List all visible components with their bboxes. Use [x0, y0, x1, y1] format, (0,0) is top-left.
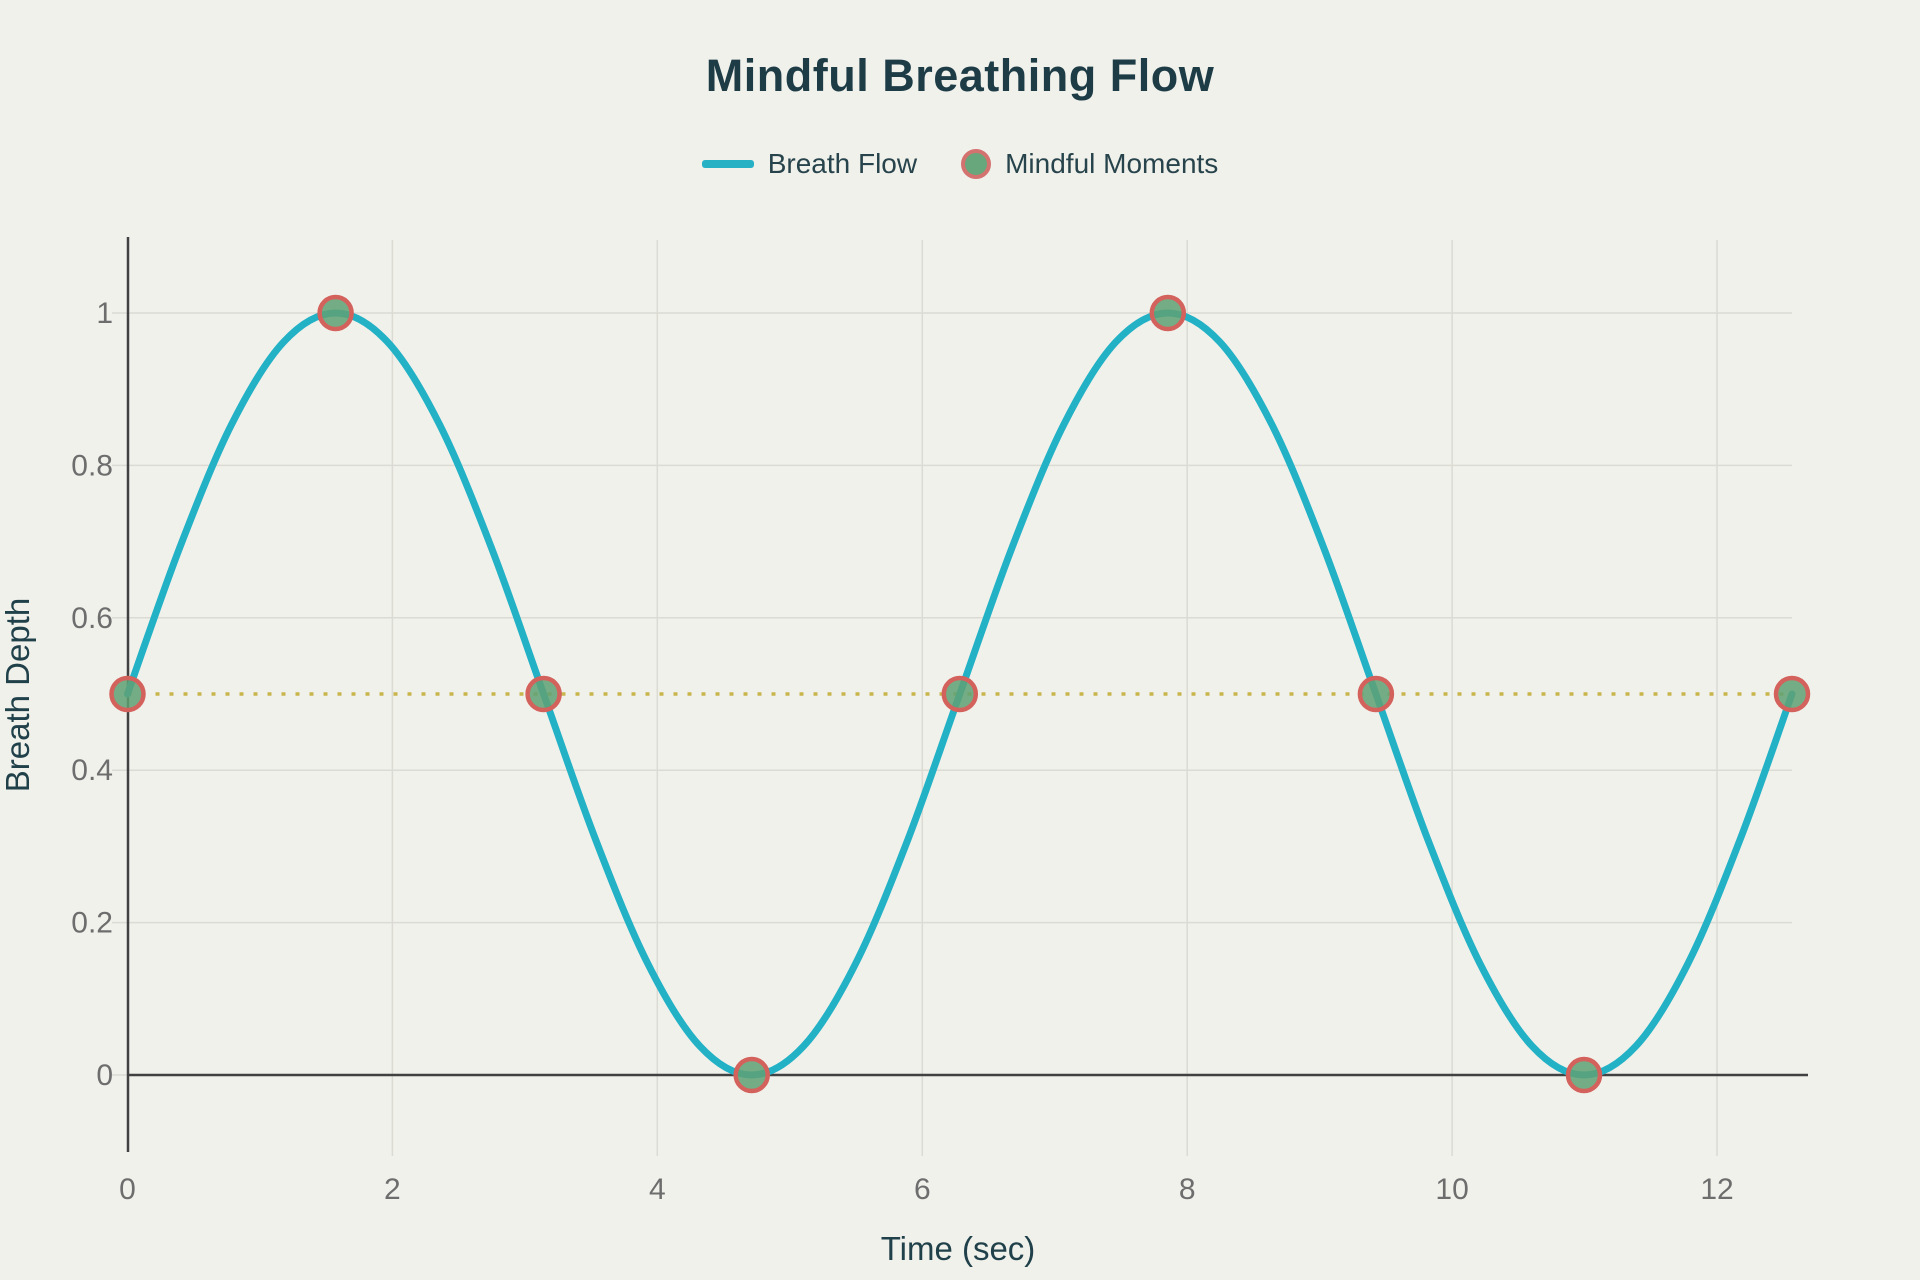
legend-item-mindful-moments: Mindful Moments — [961, 148, 1218, 180]
x-tick-label: 8 — [1179, 1173, 1196, 1206]
y-tick-label: 1 — [96, 297, 113, 330]
x-tick-label: 2 — [384, 1173, 401, 1206]
chart-title: Mindful Breathing Flow — [705, 50, 1215, 101]
mindful-moment-marker — [317, 294, 354, 332]
legend-label-breath-flow: Breath Flow — [767, 148, 918, 179]
mindful-moment-marker — [525, 675, 562, 713]
x-tick-label: 0 — [119, 1173, 136, 1206]
mindful-moment-marker — [109, 675, 146, 713]
mindful-moment-marker — [1773, 675, 1811, 713]
mindful-moment-marker — [1357, 675, 1395, 713]
mindful-moment-marker — [1149, 294, 1187, 332]
legend: Breath Flow Mindful Moments — [0, 148, 1920, 180]
mindful-moment-marker — [1565, 1056, 1603, 1094]
y-tick-label: 0 — [96, 1059, 113, 1092]
x-tick-label: 12 — [1700, 1173, 1733, 1206]
legend-item-breath-flow: Breath Flow — [701, 148, 918, 180]
legend-label-mindful-moments: Mindful Moments — [1005, 148, 1219, 179]
x-axis-title: Time (sec) — [880, 1230, 1036, 1267]
y-tick-label: 0.8 — [71, 449, 113, 482]
y-tick-label: 0.6 — [71, 602, 113, 635]
x-tick-label: 4 — [649, 1173, 666, 1206]
mindful-moments-dot-icon — [961, 149, 992, 179]
mindful-moment-marker — [941, 675, 979, 713]
x-tick-label: 6 — [914, 1173, 931, 1206]
y-tick-label: 0.4 — [71, 754, 113, 787]
y-tick-label: 0.2 — [71, 907, 113, 940]
mindful-moment-marker — [733, 1056, 770, 1094]
breath-flow-line-icon — [701, 160, 754, 168]
x-tick-label: 10 — [1435, 1173, 1468, 1206]
